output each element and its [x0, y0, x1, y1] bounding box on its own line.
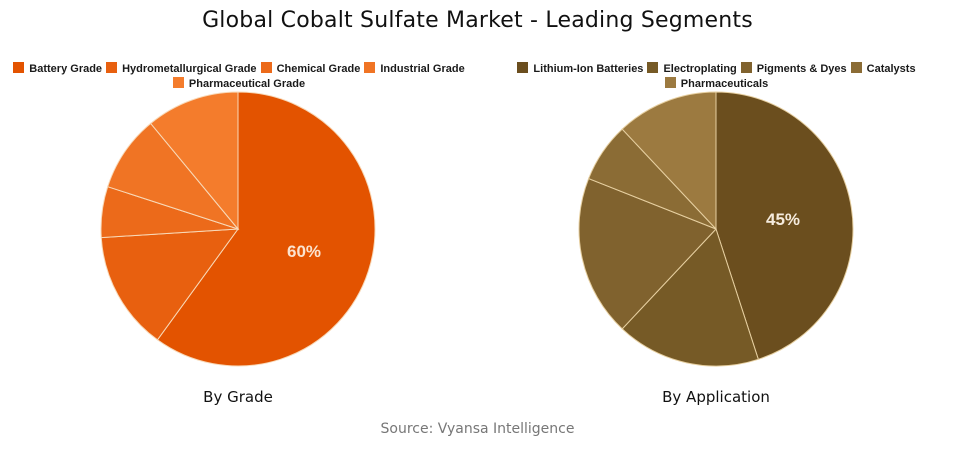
legend-item-lithium-ion-batteries: Lithium-Ion Batteries: [517, 62, 643, 77]
legend-label: Battery Grade: [29, 63, 103, 75]
legend-by-application: Lithium-Ion Batteries Electroplating Pigme…: [478, 62, 955, 92]
legend-swatch: [364, 62, 376, 73]
legend-item-pharmaceutical-grade: Pharmaceutical Grade: [172, 77, 306, 92]
legend-item-electroplating: Electroplating: [647, 62, 737, 77]
legend-label: Hydrometallurgical Grade: [122, 63, 257, 75]
caption-by-grade: By Grade: [203, 388, 273, 406]
legend-label: Chemical Grade: [276, 63, 361, 75]
legend-item-pigments-dyes: Pigments & Dyes: [740, 62, 847, 77]
legend-item-industrial-grade: Industrial Grade: [364, 62, 465, 77]
legend-item-chemical-grade: Chemical Grade: [260, 62, 361, 77]
pie-by-grade-data-label: 60%: [287, 242, 321, 261]
legend-by-grade: Battery Grade Hydrometallurgical Grade Che…: [0, 62, 478, 92]
pie-slice-pigments-dyes: [578, 177, 717, 330]
legend-label: Pharmaceutical Grade: [188, 78, 306, 90]
legend-swatch: [647, 62, 659, 73]
legend-swatch: [13, 62, 25, 73]
legend-label: Pharmaceuticals: [680, 78, 769, 90]
pie-slice-electroplating: [621, 228, 759, 367]
legend-swatch: [172, 77, 184, 88]
legend-label: Electroplating: [663, 63, 737, 75]
legend-label: Industrial Grade: [380, 63, 465, 75]
pie-slice-pharmaceuticals: [621, 91, 717, 231]
caption-by-application: By Application: [662, 388, 770, 406]
pie-by-application: [578, 91, 854, 367]
legend-swatch: [260, 62, 272, 73]
legend-label: Catalysts: [866, 63, 916, 75]
legend-label: Lithium-Ion Batteries: [533, 63, 644, 75]
legend-item-hydrometallurgical-grade: Hydrometallurgical Grade: [106, 62, 257, 77]
legend-swatch: [850, 62, 862, 73]
source-note: Source: Vyansa Intelligence: [380, 421, 575, 437]
legend-item-battery-grade: Battery Grade: [13, 62, 102, 77]
legend-swatch: [517, 62, 529, 73]
pie-by-grade: [100, 91, 376, 367]
legend-swatch: [106, 62, 118, 73]
legend-swatch: [740, 62, 752, 73]
legend-item-pharmaceuticals: Pharmaceuticals: [664, 77, 769, 92]
pie-slice-pharmaceutical-grade: [149, 91, 239, 231]
chart-title: Global Cobalt Sulfate Market - Leading S…: [202, 8, 753, 33]
pie-by-application-data-label: 45%: [766, 210, 800, 229]
pie-slice-lithium-ion-batteries: [715, 91, 854, 360]
pie-slice-hydrometallurgical-grade: [100, 228, 240, 341]
legend-item-catalysts: Catalysts: [850, 62, 916, 77]
legend-label: Pigments & Dyes: [756, 63, 847, 75]
pie-slice-battery-grade: [156, 91, 376, 367]
legend-swatch: [664, 77, 676, 88]
